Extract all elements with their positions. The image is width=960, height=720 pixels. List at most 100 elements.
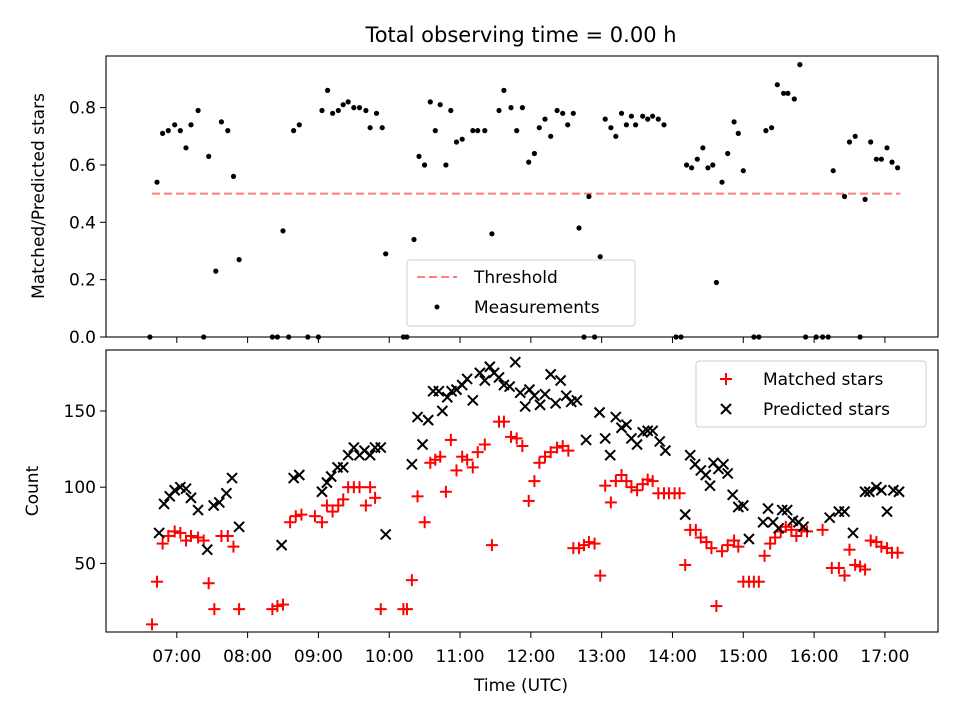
predicted-star-point	[316, 486, 328, 498]
measurement-point	[218, 119, 224, 125]
measurement-point	[230, 173, 237, 179]
matched-star-point	[444, 433, 457, 446]
predicted-star-point	[201, 543, 213, 556]
predicted-star-point	[158, 498, 170, 510]
matched-star-point	[505, 430, 518, 443]
legend-matched-label: Matched stars	[763, 370, 883, 390]
measurement-point	[330, 110, 336, 116]
measurement-point	[684, 162, 690, 168]
predicted-star-point	[519, 400, 531, 413]
matched-star-point	[710, 600, 723, 613]
predicted-star-point	[726, 489, 739, 501]
predicted-star-point	[220, 487, 233, 499]
predicted-star-point	[406, 458, 418, 471]
measurement-point	[188, 122, 194, 128]
top-y-tick-label: 0.4	[69, 213, 96, 233]
matched-star-point	[609, 475, 622, 488]
matched-star-point	[582, 536, 595, 549]
predicted-star-point	[287, 472, 300, 484]
measurement-point	[797, 62, 803, 68]
predicted-star-point	[379, 528, 392, 541]
predicted-star-point	[479, 374, 491, 387]
matched-star-point	[326, 505, 339, 518]
predicted-star-point	[717, 458, 730, 471]
matched-star-point	[277, 598, 290, 611]
measurement-point	[453, 139, 460, 145]
predicted-star-point	[684, 449, 696, 461]
predicted-star-point	[599, 432, 611, 445]
matched-star-point	[604, 496, 617, 509]
matched-star-point	[168, 525, 181, 538]
measurement-point	[841, 193, 848, 200]
matched-star-point	[418, 516, 431, 529]
predicted-star-point	[654, 435, 666, 448]
measurement-point	[710, 162, 716, 168]
predicted-star-point	[416, 438, 429, 451]
bottom-marks	[146, 356, 905, 631]
measurement-point	[878, 156, 885, 162]
predicted-star-point	[776, 504, 788, 516]
predicted-star-point	[180, 483, 192, 495]
top-legend-box	[406, 259, 636, 327]
measurement-point	[618, 110, 625, 116]
measurement-point	[774, 82, 780, 88]
matched-star-point	[150, 575, 163, 588]
measurement-point	[661, 122, 667, 128]
bottom-x-tick-label: 15:00	[719, 647, 768, 667]
measurement-point	[340, 102, 346, 108]
measurement-point	[769, 125, 775, 131]
matched-star-point	[615, 468, 628, 481]
predicted-star-point	[737, 499, 749, 512]
measurement-point	[411, 236, 417, 243]
predicted-star-point	[153, 527, 165, 539]
predicted-star-point	[539, 388, 551, 400]
matched-star-point	[308, 510, 321, 523]
measurement-point	[177, 128, 183, 134]
measurement-point	[296, 122, 302, 128]
measurement-point	[895, 165, 901, 171]
matched-star-point	[631, 484, 644, 497]
predicted-star-point	[610, 411, 622, 423]
measurement-point	[565, 122, 571, 128]
predicted-star-point	[797, 521, 810, 533]
predicted-star-point	[226, 472, 238, 484]
matched-star-point	[891, 546, 904, 559]
matched-star-point	[700, 536, 713, 549]
predicted-star-point	[461, 373, 473, 385]
measurement-point	[379, 125, 385, 131]
measurement-point	[489, 231, 495, 237]
measurement-point	[705, 165, 711, 171]
matched-star-point	[594, 569, 607, 582]
predicted-star-point	[433, 385, 445, 397]
measurement-point	[422, 162, 428, 168]
predicted-star-point	[213, 496, 226, 509]
matched-star-point	[758, 549, 771, 562]
bottom-panel: 50 100 150 07:00 08:00 09:00 10:00 11:00 12:00 1…	[23, 349, 939, 696]
predicted-star-point	[544, 368, 557, 381]
x-axis-label: Time (UTC)	[473, 676, 568, 696]
predicted-star-point	[704, 479, 716, 492]
matched-legend-swatch	[720, 373, 732, 385]
measurement-point	[633, 122, 639, 128]
bottom-x-tick-label: 10:00	[365, 647, 414, 667]
matched-star-point	[197, 534, 210, 547]
predicted-star-point	[325, 470, 337, 483]
predicted-star-point	[859, 486, 871, 498]
measurement-point	[501, 87, 507, 93]
measurement-point	[700, 145, 706, 151]
matched-star-point	[673, 487, 686, 500]
predicted-star-point	[604, 449, 616, 461]
bottom-x-tick-label: 11:00	[436, 647, 485, 667]
matched-star-point	[184, 529, 197, 542]
matched-star-point	[732, 540, 745, 553]
predicted-star-point	[207, 499, 220, 512]
matched-star-point	[816, 523, 829, 536]
measurement-point	[154, 179, 160, 185]
predicted-star-point	[679, 508, 691, 521]
bottom-axes-frame	[105, 349, 939, 633]
matched-star-point	[859, 563, 872, 576]
matched-star-point	[405, 574, 418, 587]
predicted-star-point	[700, 469, 712, 481]
measurement-point	[459, 136, 465, 142]
measurement-point	[475, 128, 481, 134]
